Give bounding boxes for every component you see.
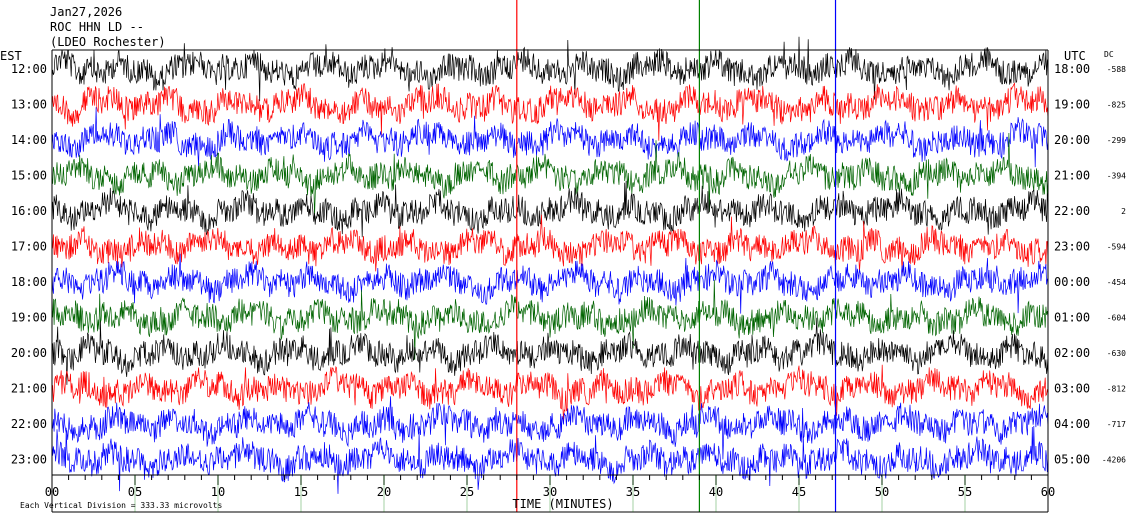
est-hour-label: 16:00 [11,204,47,218]
est-hour-label: 12:00 [11,62,47,76]
dc-offset-label: -604 [1107,314,1126,323]
x-tick-label: 50 [875,485,889,499]
dc-offset-label: -594 [1107,243,1126,252]
x-tick-label: 00 [45,485,59,499]
x-tick-label: 55 [958,485,972,499]
x-tick-label: 60 [1041,485,1055,499]
dc-offset-label: -825 [1107,101,1126,110]
utc-hour-label: 23:00 [1054,240,1090,254]
left-zone-label: EST [0,49,22,63]
dc-offset-label: -394 [1107,172,1126,181]
right-zone-label: UTC [1064,49,1086,63]
header-date: Jan27,2026 [50,5,122,19]
x-tick-label: 40 [709,485,723,499]
x-tick-label: 20 [377,485,391,499]
utc-hour-label: 20:00 [1054,133,1090,147]
est-hour-label: 22:00 [11,417,47,431]
trace-group [51,36,1049,494]
x-axis-title: TIME (MINUTES) [512,497,613,511]
trace-line [51,82,1049,141]
est-hour-label: 15:00 [11,169,47,183]
trace-line [51,364,1049,422]
utc-hour-label: 18:00 [1054,62,1090,76]
utc-hour-label: 22:00 [1054,204,1090,218]
utc-hour-label: 05:00 [1054,453,1090,467]
est-hour-label: 17:00 [11,240,47,254]
utc-hour-label: 19:00 [1054,98,1090,112]
x-tick-label: 45 [792,485,806,499]
header-station: ROC HHN LD -- [50,20,144,34]
dc-offset-label: -454 [1107,278,1126,287]
trace-line [51,253,1049,314]
trace-line [51,36,1049,102]
dc-offset-label: -630 [1107,349,1126,358]
est-hour-label: 18:00 [11,275,47,289]
x-tick-label: 05 [128,485,142,499]
x-ticks: 00 05 10 15 20 25 30 35 40 45 50 55 60 [45,475,1055,512]
dc-offset-label: -299 [1107,136,1126,145]
x-tick-label: 10 [211,485,225,499]
trace-line [51,180,1049,238]
utc-hour-label: 01:00 [1054,311,1090,325]
est-hour-label: 23:00 [11,453,47,467]
est-hour-label: 13:00 [11,98,47,112]
utc-hour-label: 21:00 [1054,169,1090,183]
dc-header: DC [1104,50,1114,59]
x-tick-label: 25 [460,485,474,499]
est-hour-label: 21:00 [11,382,47,396]
trace-line [51,214,1049,273]
trace-line [51,132,1049,219]
trace-line [51,396,1049,460]
dc-offset-label: -812 [1107,385,1126,394]
utc-hour-label: 02:00 [1054,346,1090,360]
dc-offset-label: -717 [1107,420,1126,429]
utc-hour-label: 04:00 [1054,417,1090,431]
x-tick-label: 35 [626,485,640,499]
x-tick-label: 15 [294,485,308,499]
scale-note: Each Vertical Division = 333.33 microvol… [20,501,222,510]
dc-offset-label: -4206 [1102,456,1126,465]
row-labels: 12:00 18:00 -588 13:00 19:00 -825 14:00 20:00 -2… [11,62,1126,467]
est-hour-label: 14:00 [11,133,47,147]
utc-hour-label: 03:00 [1054,382,1090,396]
trace-line [51,425,1049,494]
utc-hour-label: 00:00 [1054,275,1090,289]
dc-offset-label: 2 [1121,207,1126,216]
est-hour-label: 20:00 [11,346,47,360]
trace-line [51,107,1049,168]
header-location: (LDEO Rochester) [50,35,166,49]
trace-line [51,279,1049,360]
event-markers [516,0,837,512]
trace-line [51,317,1049,385]
dc-offset-label: -588 [1107,65,1126,74]
est-hour-label: 19:00 [11,311,47,325]
x-tick-label: 30 [543,485,557,499]
